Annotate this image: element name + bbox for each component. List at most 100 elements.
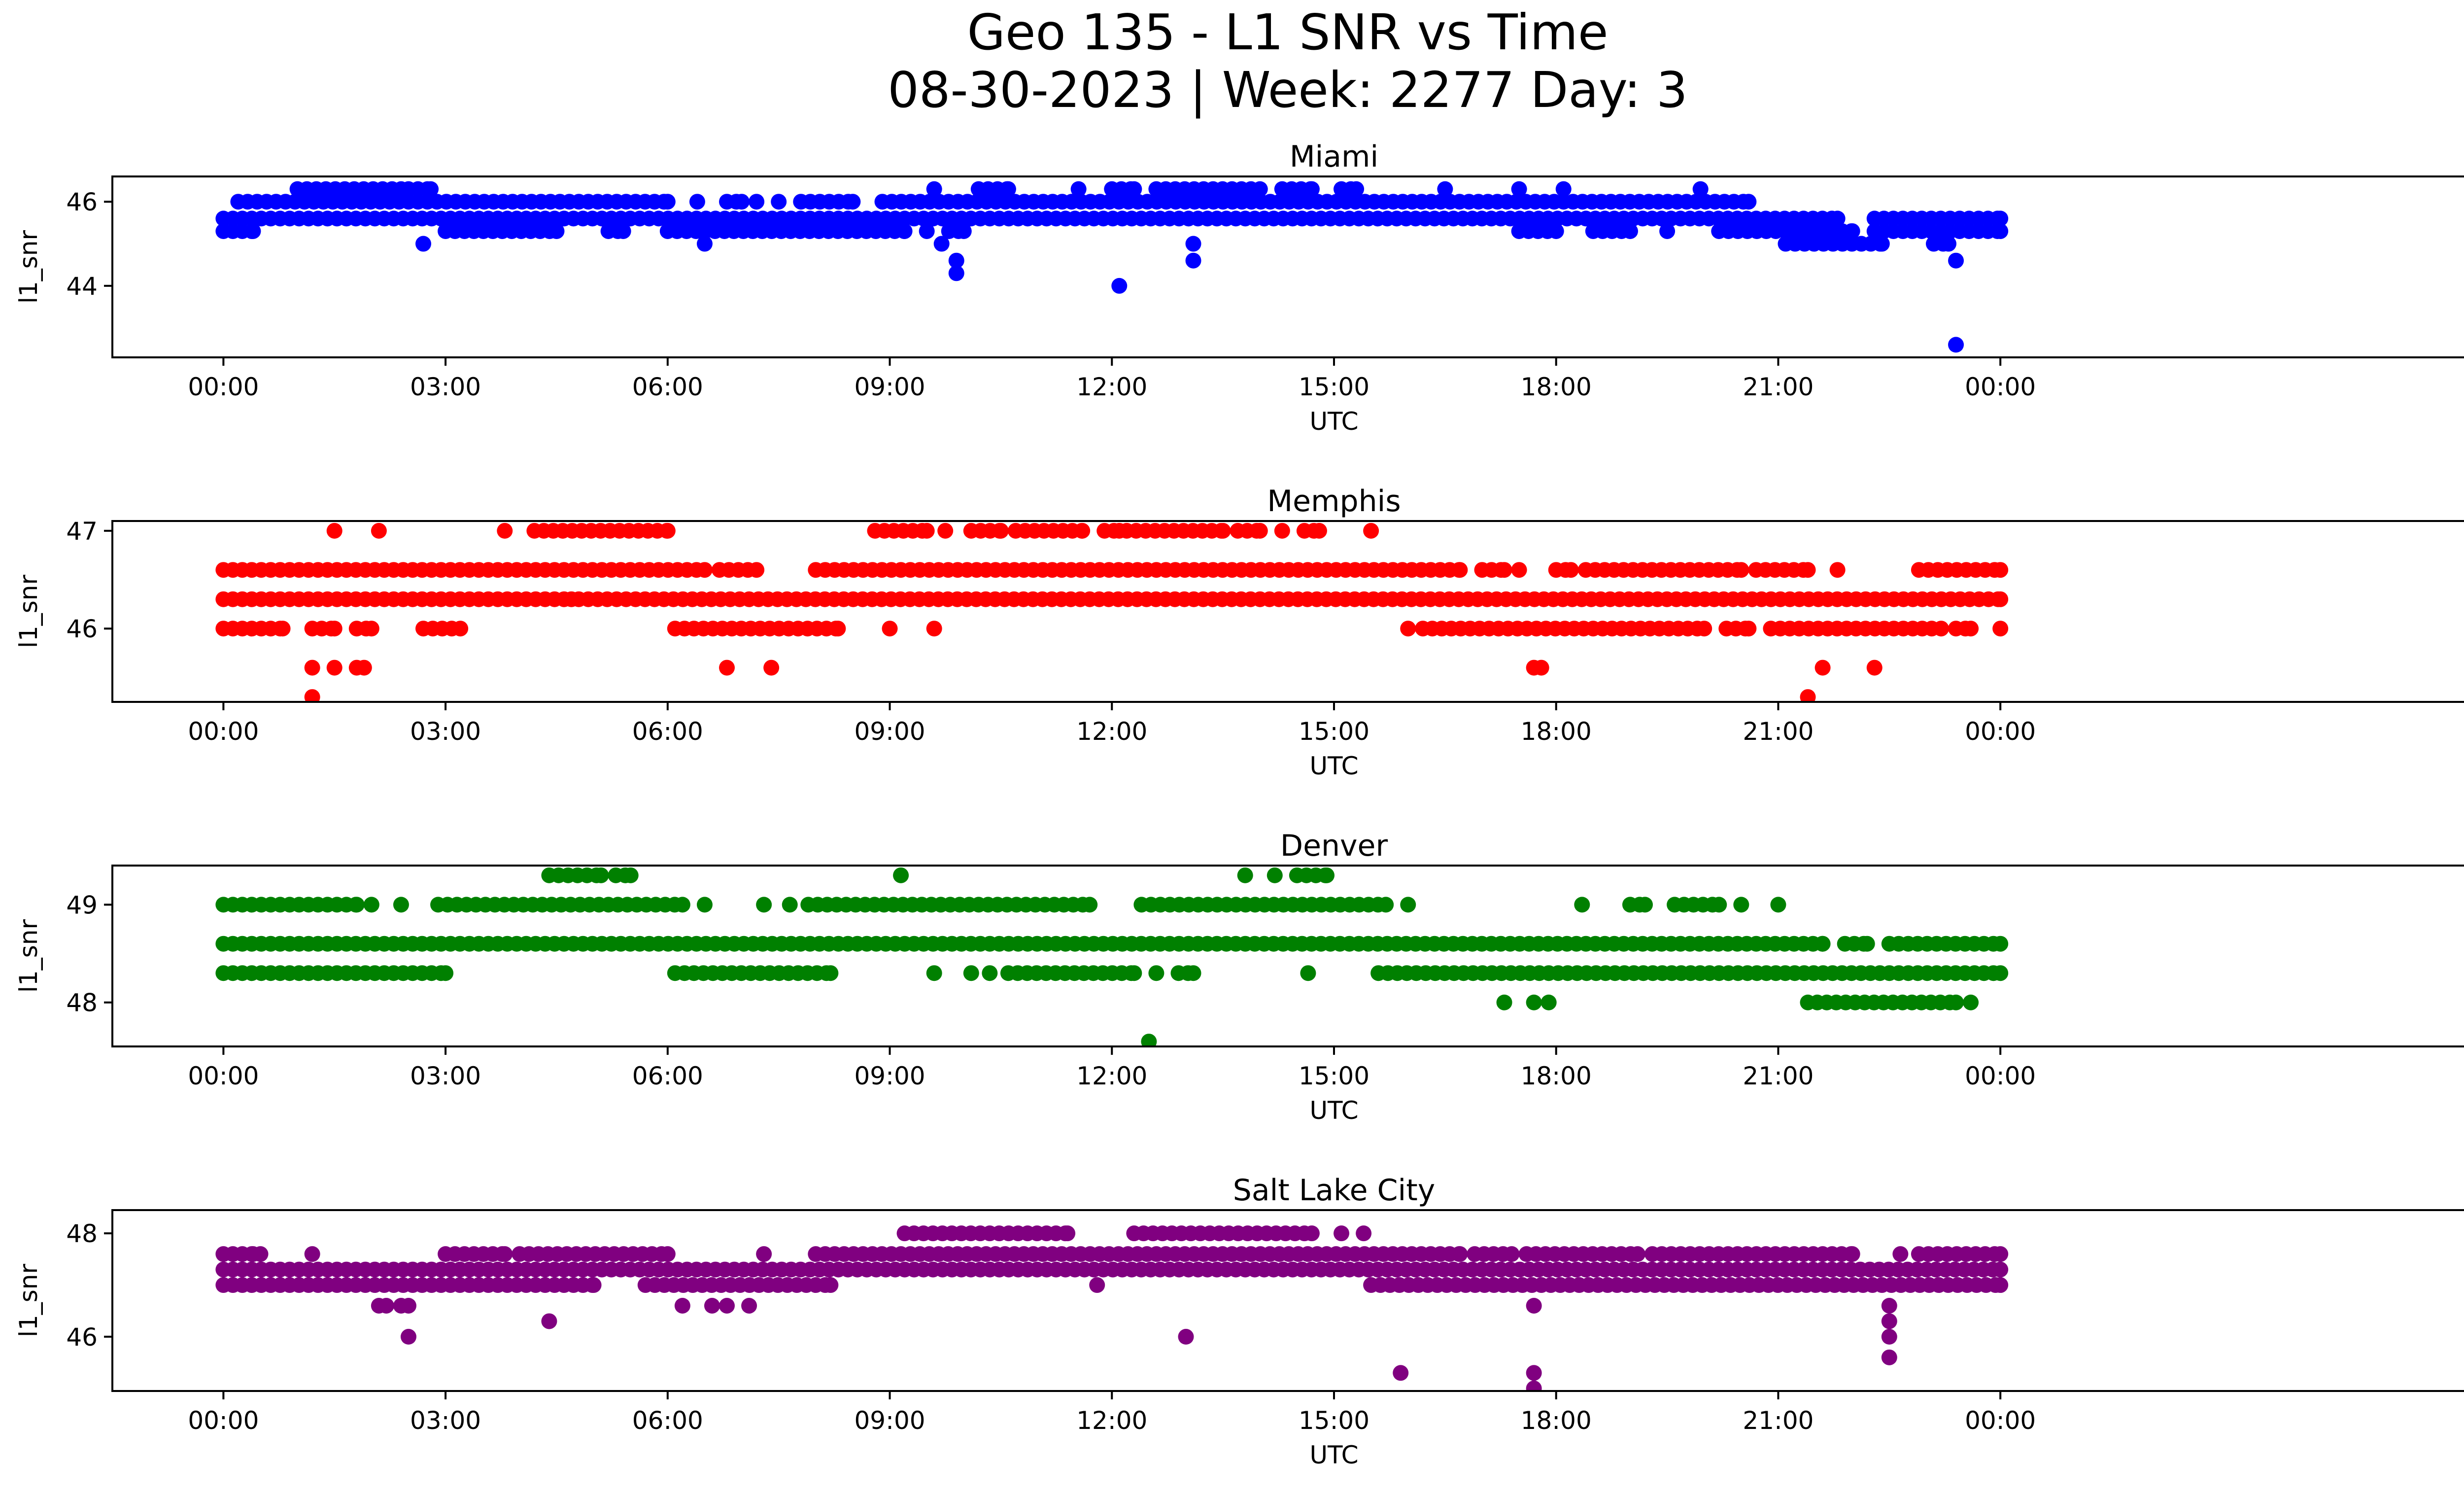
data-point [1400, 897, 1416, 913]
data-point [1692, 181, 1709, 197]
data-point [1741, 621, 1757, 637]
data-point [659, 1246, 676, 1262]
x-tick-label: 00:00 [188, 717, 259, 746]
x-tick-label: 00:00 [1965, 717, 2036, 746]
data-point [919, 522, 935, 539]
data-point [1733, 562, 1749, 578]
x-tick-label: 00:00 [1965, 1062, 2036, 1090]
data-point [1300, 965, 1316, 981]
data-point [1992, 591, 2009, 607]
data-point [1844, 1246, 1860, 1262]
data-point [593, 867, 609, 883]
data-point [696, 562, 713, 578]
data-point [497, 522, 513, 539]
data-point-outlier [719, 1297, 735, 1314]
data-point [1526, 994, 1542, 1010]
data-point [1963, 621, 1979, 637]
x-tick-label: 06:00 [632, 1062, 703, 1090]
x-tick-label: 12:00 [1076, 717, 1147, 746]
data-point [963, 965, 979, 981]
x-tick-label: 15:00 [1299, 1406, 1369, 1435]
data-point [1992, 1246, 2009, 1262]
data-point [1452, 1246, 1468, 1262]
data-point [1400, 621, 1416, 637]
y-tick-label: 49 [66, 891, 98, 919]
data-point [1992, 223, 2009, 239]
data-point [830, 621, 846, 637]
data-point [1266, 867, 1283, 883]
y-tick-label: 46 [66, 188, 98, 216]
x-tick-label: 06:00 [632, 373, 703, 401]
data-point [1303, 181, 1320, 197]
data-point [548, 223, 565, 239]
y-axis-label: l1_snr [14, 230, 43, 304]
data-point-outlier [674, 1297, 690, 1314]
data-point [1814, 936, 1831, 952]
data-point [1185, 965, 1201, 981]
x-tick-label: 00:00 [188, 1406, 259, 1435]
x-axis-label: UTC [1309, 407, 1358, 436]
subplot-title: Salt Lake City [1233, 1173, 1436, 1208]
data-point [896, 223, 913, 239]
data-point [585, 1277, 602, 1293]
data-point [1992, 965, 2009, 981]
y-tick-label: 47 [66, 517, 98, 546]
data-point [1237, 867, 1253, 883]
points-group [215, 1225, 2009, 1391]
x-tick-label: 12:00 [1076, 373, 1147, 401]
subplot-3: Salt Lake City 00:00 03:00 06:00 09:00 12:00 1… [14, 1173, 2464, 1469]
data-point [423, 181, 439, 197]
data-point [363, 621, 379, 637]
x-tick-label: 00:00 [1965, 373, 2036, 401]
data-point [1948, 994, 1964, 1010]
data-point [1844, 223, 1860, 239]
data-point [659, 522, 676, 539]
data-point [1334, 1225, 1350, 1242]
data-point [1622, 223, 1638, 239]
data-point-outlier [1526, 1365, 1542, 1381]
data-point [1992, 1277, 2009, 1293]
points-group [215, 522, 2009, 702]
data-point [756, 1246, 772, 1262]
data-point [1659, 223, 1676, 239]
data-point-outlier [1881, 1328, 1897, 1345]
data-point-outlier [378, 1297, 394, 1314]
data-point-outlier [1881, 1297, 1897, 1314]
data-point-outlier [1533, 660, 1549, 676]
x-tick-label: 18:00 [1521, 717, 1592, 746]
data-point [749, 562, 765, 578]
data-point [326, 522, 342, 539]
data-point [1637, 897, 1653, 913]
x-tick-label: 09:00 [854, 1062, 925, 1090]
x-tick-label: 00:00 [188, 1062, 259, 1090]
data-point [822, 965, 839, 981]
data-point [926, 965, 942, 981]
x-tick-label: 15:00 [1299, 1062, 1369, 1090]
y-axis-label: l1_snr [14, 919, 43, 993]
data-point [1733, 897, 1749, 913]
x-tick-label: 03:00 [410, 1062, 481, 1090]
data-point-outlier [415, 236, 432, 252]
data-point-outlier [400, 1297, 416, 1314]
subplot-2: Denver 00:00 03:00 06:00 09:00 12:00 15:00 18:0… [14, 829, 2464, 1125]
data-point-outlier [400, 1328, 416, 1345]
data-point-outlier [1178, 1328, 1194, 1345]
data-point [1504, 1246, 1520, 1262]
data-point [393, 897, 409, 913]
data-point [659, 194, 676, 210]
data-point [1348, 181, 1365, 197]
data-point [1892, 1246, 1909, 1262]
data-point [1318, 867, 1335, 883]
y-axis-label: l1_snr [14, 1264, 43, 1337]
data-point-outlier [1814, 660, 1831, 676]
data-point [252, 1246, 269, 1262]
y-tick-label: 48 [66, 1219, 98, 1248]
x-tick-label: 18:00 [1521, 373, 1592, 401]
data-point [1303, 1225, 1320, 1242]
data-point [1770, 897, 1786, 913]
data-point [756, 897, 772, 913]
data-point [771, 194, 787, 210]
data-point-outlier [704, 1297, 720, 1314]
data-point [1629, 1246, 1645, 1262]
